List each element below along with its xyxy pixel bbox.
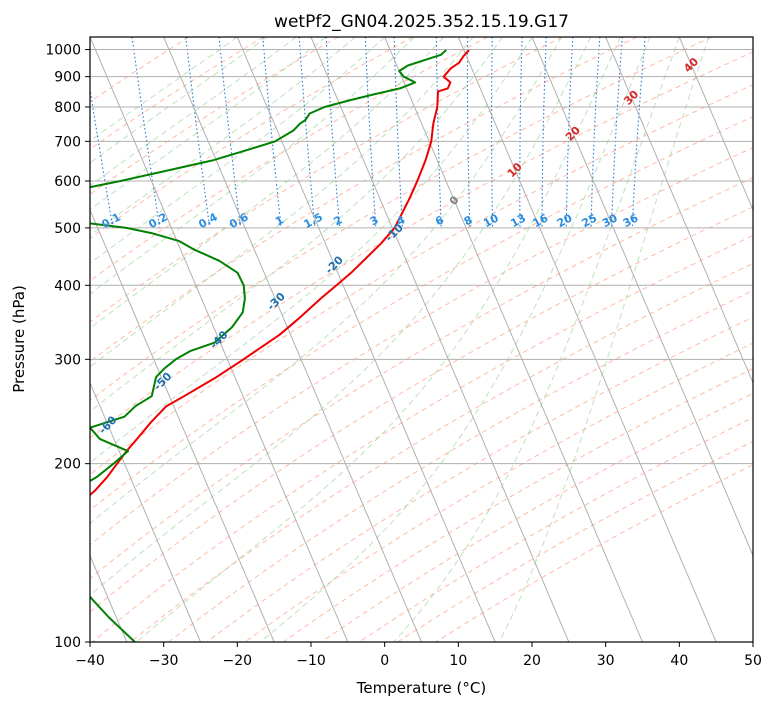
moist-adiabat bbox=[90, 37, 238, 142]
moist-adiabat bbox=[90, 37, 268, 164]
moist-adiabats bbox=[90, 37, 710, 642]
x-tick-label: −20 bbox=[223, 653, 253, 669]
mixing-ratio-label: 10 bbox=[481, 211, 501, 230]
y-tick-label: 800 bbox=[54, 100, 81, 116]
dry-adiabat bbox=[90, 51, 753, 439]
moist-adiabat bbox=[90, 37, 503, 412]
dry-adiabat bbox=[90, 37, 339, 196]
y-tick-label: 100 bbox=[54, 635, 81, 651]
y-tick-label: 500 bbox=[54, 221, 81, 237]
dry-adiabat bbox=[130, 262, 753, 642]
dry-adiabat bbox=[90, 84, 753, 476]
moist-adiabat bbox=[90, 37, 386, 264]
mixing-ratio-line bbox=[218, 37, 242, 228]
y-tick-label: 600 bbox=[54, 174, 81, 190]
y-axis-ticks: 100 200 300 400 500 600 700 800 900 1000 bbox=[45, 43, 90, 651]
mixing-ratio-line bbox=[185, 37, 211, 228]
plot-frame bbox=[89, 36, 754, 643]
profile-series bbox=[90, 49, 470, 642]
pressure-gridlines bbox=[90, 49, 753, 642]
dewpoint-profile-line bbox=[90, 49, 447, 642]
mixing-ratio-label: 30 bbox=[600, 211, 620, 230]
plot-area: 0.10.20.40.611.52346810131620253036-100-… bbox=[90, 37, 753, 642]
dry-adiabat bbox=[90, 206, 753, 613]
x-axis-title: Temperature (°C) bbox=[356, 679, 486, 697]
moist-adiabat bbox=[393, 37, 680, 642]
mixing-ratio-label: 13 bbox=[508, 211, 528, 230]
isotherm-line bbox=[531, 37, 753, 557]
dry-adiabat bbox=[90, 37, 563, 323]
moist-adiabat bbox=[90, 37, 297, 187]
isotherm-line bbox=[605, 37, 753, 384]
mixing-ratio-line bbox=[262, 37, 282, 228]
x-tick-label: 20 bbox=[523, 653, 541, 669]
x-tick-label: 40 bbox=[670, 653, 688, 669]
x-tick-label: −40 bbox=[75, 653, 105, 669]
y-tick-label: 200 bbox=[54, 457, 81, 473]
dry-adiabat bbox=[90, 37, 488, 282]
mixing-ratio-label: 16 bbox=[531, 211, 551, 230]
mixing-ratio-label: 36 bbox=[621, 211, 641, 230]
x-tick-label: 0 bbox=[380, 653, 389, 669]
moist-adiabat bbox=[90, 37, 474, 368]
moist-adiabat bbox=[260, 37, 651, 642]
temperature-profile-line bbox=[90, 49, 470, 497]
moist-adiabat bbox=[135, 37, 621, 642]
x-tick-label: 30 bbox=[597, 653, 615, 669]
y-axis-title: Pressure (hPa) bbox=[10, 285, 28, 393]
mixing-ratio-label: 20 bbox=[555, 211, 575, 230]
moist-adiabat bbox=[90, 37, 444, 329]
y-tick-label: 700 bbox=[54, 134, 81, 150]
isotherm-line bbox=[457, 37, 717, 642]
isotherm-line bbox=[90, 381, 201, 642]
x-tick-label: −10 bbox=[296, 653, 326, 669]
isotherm-line bbox=[678, 37, 753, 212]
y-tick-label: 1000 bbox=[45, 43, 81, 59]
x-tick-label: −30 bbox=[149, 653, 179, 669]
isotherm-line bbox=[384, 37, 643, 642]
mixing-ratio-line bbox=[298, 37, 316, 228]
dry-adiabat bbox=[90, 116, 753, 511]
y-tick-label: 900 bbox=[54, 70, 81, 86]
x-axis-ticks: −40 −30 −20 −10 0 10 20 30 40 50 bbox=[75, 642, 762, 669]
moist-adiabat bbox=[498, 37, 710, 642]
y-tick-label: 300 bbox=[54, 352, 81, 368]
dry-adiabat bbox=[90, 146, 753, 546]
x-tick-label: 10 bbox=[449, 653, 467, 669]
dry-adiabat bbox=[282, 367, 753, 642]
moist-adiabat bbox=[90, 37, 562, 524]
dry-adiabat bbox=[206, 316, 753, 642]
moist-adiabat bbox=[90, 37, 327, 211]
isotherm-line bbox=[310, 37, 570, 642]
isotherm-line bbox=[163, 37, 422, 642]
mixing-ratio-line bbox=[631, 37, 646, 228]
chart-title: wetPf2_GN04.2025.352.15.19.G17 bbox=[274, 12, 569, 32]
y-tick-label: 400 bbox=[54, 278, 81, 294]
mixing-ratio-label: 25 bbox=[580, 211, 600, 230]
x-tick-label: 50 bbox=[744, 653, 762, 669]
isotherm-line bbox=[90, 208, 275, 642]
moist-adiabat bbox=[90, 37, 533, 464]
